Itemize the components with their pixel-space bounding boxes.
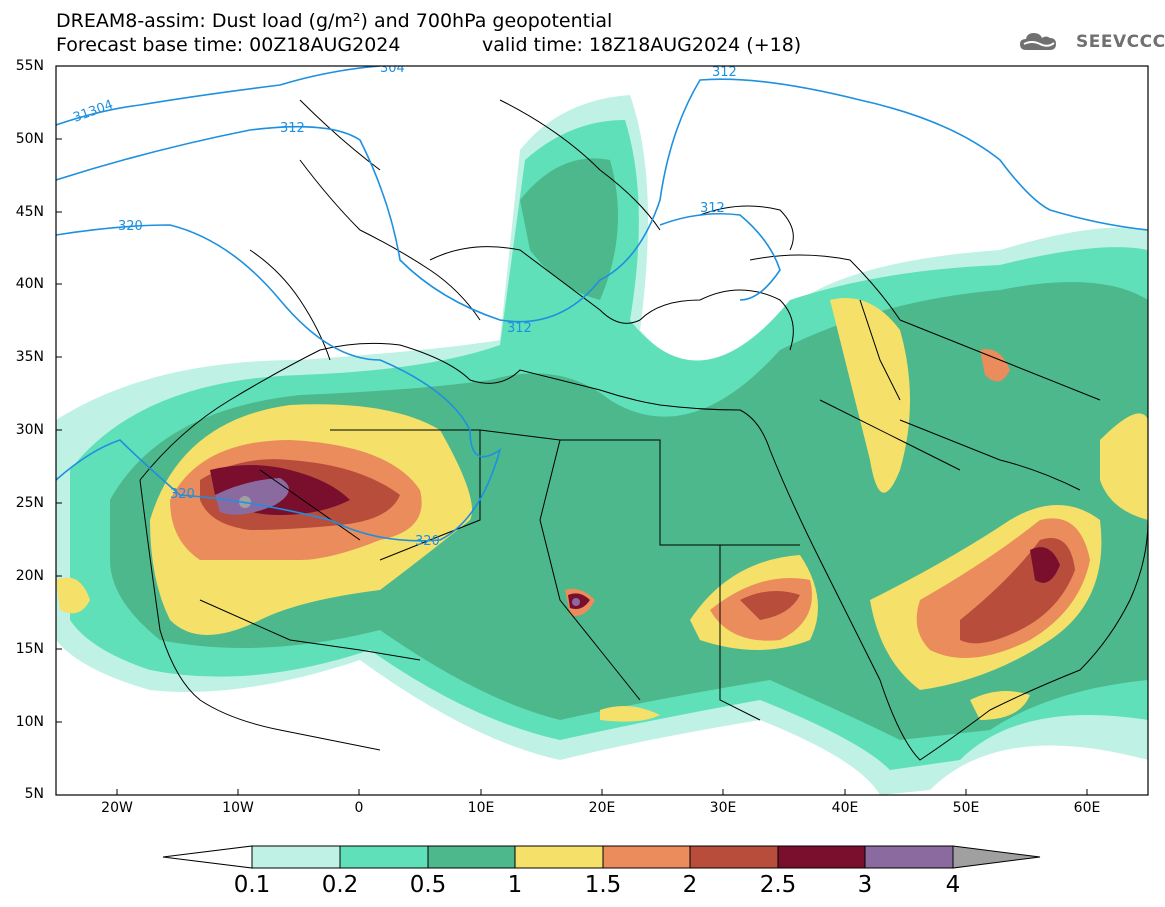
lon-label: 40E (831, 800, 859, 816)
lat-label: 50N (15, 131, 44, 147)
contour-label: 312 (712, 65, 737, 80)
dust-field (56, 95, 1148, 795)
colorbar-swatch (428, 846, 515, 868)
lat-label: 10N (15, 714, 44, 730)
lat-label: 15N (15, 641, 44, 657)
colorbar-tick-label: 0.2 (321, 872, 359, 898)
lon-label: 20E (588, 800, 616, 816)
forecast-base-time: Forecast base time: 00Z18AUG2024 (56, 34, 401, 56)
colorbar-swatch (603, 846, 690, 868)
contour-label: 320 (118, 219, 143, 234)
lat-label: 45N (15, 204, 44, 220)
colorbar-swatch (865, 846, 953, 868)
lat-label: 55N (15, 58, 44, 74)
contour-label: 312 (280, 121, 305, 136)
lon-label: 20W (101, 800, 133, 816)
lat-label: 20N (15, 568, 44, 584)
colorbar-low-arrow (162, 845, 253, 869)
contour-label: 320 (170, 487, 195, 502)
colorbar-high-arrow (952, 845, 1041, 869)
cloud-logo-icon (1020, 33, 1056, 50)
lat-label: 35N (15, 349, 44, 365)
lon-label: 60E (1073, 800, 1101, 816)
lon-label: 0 (354, 800, 364, 816)
colorbar-swatch (515, 846, 603, 868)
contour-label: 312 (507, 321, 532, 336)
lon-label: 50E (952, 800, 980, 816)
lon-label: 30E (709, 800, 737, 816)
contour-label: 320 (415, 534, 440, 549)
colorbar-tick-label: 2 (682, 872, 698, 898)
contour-label: 304 (380, 61, 405, 76)
contour-label: 312 (700, 201, 725, 216)
seevccc-logo: SEEVCCC (1018, 30, 1165, 54)
colorbar-swatch (252, 846, 340, 868)
lon-label: 10W (222, 800, 254, 816)
colorbar-tick-label: 1.5 (584, 872, 622, 898)
axis-ticks (56, 65, 1088, 795)
colorbar-swatch (778, 846, 865, 868)
lat-label: 25N (15, 495, 44, 511)
lat-label: 5N (24, 786, 44, 802)
lat-label: 30N (15, 422, 44, 438)
coastlines (139, 99, 1148, 761)
map-title: DREAM8-assim: Dust load (g/m²) and 700hP… (56, 10, 613, 32)
colorbar-tick-label: 4 (945, 872, 961, 898)
colorbar-swatch (690, 846, 778, 868)
lat-label: 40N (15, 276, 44, 292)
colorbar-tick-label: 0.5 (409, 872, 447, 898)
colorbar-tick-label: 2.5 (759, 872, 797, 898)
logo-text: SEEVCCC (1076, 32, 1165, 52)
geopotential-contours (56, 66, 1148, 542)
lon-label: 10E (467, 800, 495, 816)
colorbar-swatch (340, 846, 428, 868)
colorbar (162, 845, 1041, 869)
colorbar-tick-label: 3 (857, 872, 873, 898)
colorbar-tick-label: 1 (507, 872, 523, 898)
colorbar-tick-label: 0.1 (233, 872, 271, 898)
valid-time: valid time: 18Z18AUG2024 (+18) (482, 34, 802, 56)
